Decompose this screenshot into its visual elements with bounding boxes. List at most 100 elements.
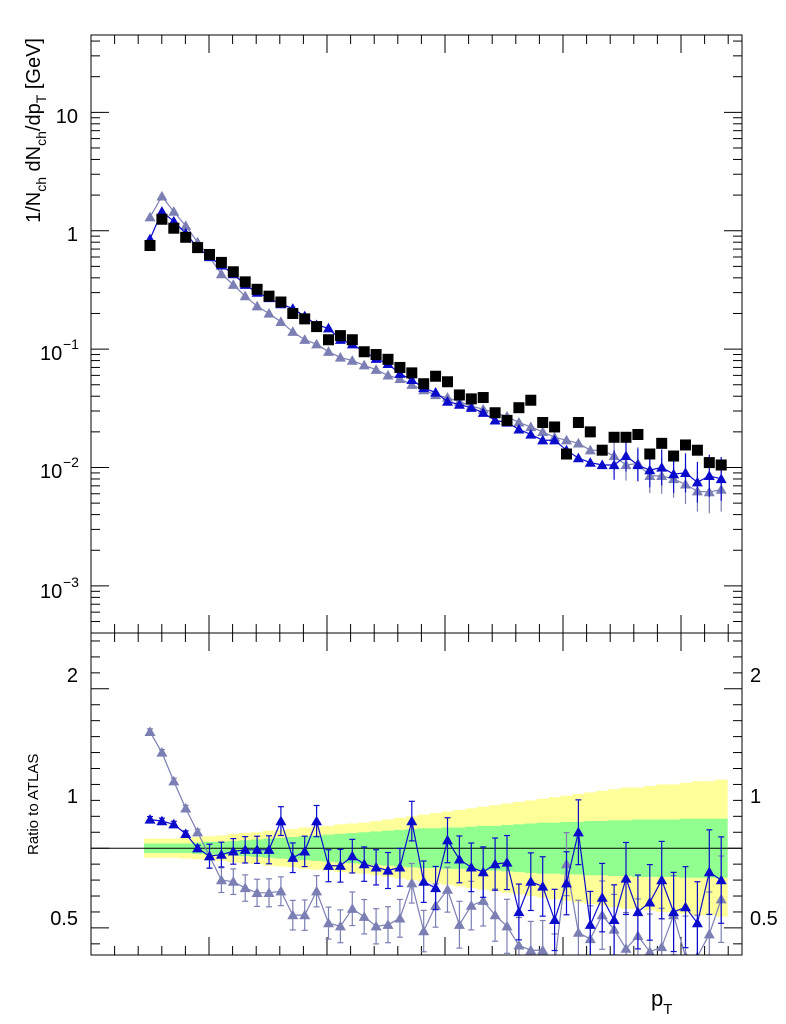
data-point-square bbox=[394, 361, 406, 373]
ylabel-sub-ch-2: ch bbox=[33, 131, 49, 146]
data-point-triangle bbox=[180, 220, 192, 230]
ratio-data-point bbox=[358, 858, 370, 869]
data-point-triangle bbox=[382, 369, 394, 380]
main-panel: 10 1 10 −1 10 −2 10 −3 1/Nch dNch/dpT [G… bbox=[23, 34, 743, 634]
ratio-ytick-left-2: 2 bbox=[67, 665, 78, 687]
data-point-square bbox=[703, 457, 715, 469]
main-plot-area bbox=[144, 190, 727, 514]
data-point-triangle bbox=[703, 470, 715, 480]
ylabel-part-a: 1/N bbox=[23, 192, 45, 223]
data-point-triangle bbox=[644, 464, 656, 475]
data-point-square bbox=[537, 416, 549, 428]
ytick-label-1e-1: 10 −1 bbox=[40, 336, 79, 365]
data-point-triangle bbox=[156, 206, 168, 216]
ratio-data-point bbox=[370, 920, 382, 931]
data-point-square bbox=[239, 276, 251, 288]
ratio-data-point bbox=[703, 866, 715, 877]
data-point-triangle bbox=[215, 268, 227, 279]
ytick-label-1e-3-exp: −3 bbox=[63, 574, 79, 590]
ratio-data-point bbox=[608, 914, 620, 925]
data-point-square bbox=[358, 346, 370, 358]
data-point-triangle bbox=[430, 387, 442, 397]
data-point-triangle bbox=[632, 459, 644, 470]
main-y-axis-label: 1/Nch dNch/dpT [GeV] bbox=[23, 38, 49, 223]
ratio-data-point bbox=[465, 900, 477, 910]
data-point-square bbox=[275, 296, 287, 308]
data-point-square bbox=[215, 256, 227, 268]
ytick-label-1e-2: 10 −2 bbox=[40, 454, 79, 483]
data-point-triangle bbox=[513, 423, 525, 434]
ratio-data-point bbox=[370, 861, 382, 872]
data-point-square bbox=[680, 439, 691, 451]
ratio-data-point bbox=[251, 887, 263, 897]
ratio-data-point bbox=[561, 877, 572, 888]
ratio-data-point bbox=[406, 877, 418, 888]
x-axis-label: pT bbox=[651, 986, 672, 1018]
ratio-data-point bbox=[572, 927, 584, 937]
data-point-square bbox=[168, 222, 180, 234]
ratio-data-point bbox=[489, 858, 501, 869]
data-point-square bbox=[156, 213, 168, 225]
ratio-data-point bbox=[287, 909, 299, 920]
data-point-triangle bbox=[358, 359, 370, 370]
data-point-triangle bbox=[513, 416, 525, 427]
ratio-data-point bbox=[525, 944, 537, 955]
data-point-square bbox=[453, 389, 465, 401]
ratio-data-point bbox=[406, 815, 418, 826]
ratio-data-point bbox=[215, 849, 227, 859]
data-point-square bbox=[418, 378, 430, 390]
ratio-data-point bbox=[275, 815, 287, 826]
data-point-triangle bbox=[156, 190, 168, 201]
data-point-triangle bbox=[394, 368, 406, 378]
ratio-data-point bbox=[263, 887, 275, 897]
ratio-data-point bbox=[513, 939, 525, 950]
data-point-triangle bbox=[691, 476, 703, 487]
ratio-data-point bbox=[477, 895, 489, 905]
data-point-triangle bbox=[561, 434, 572, 445]
ylabel-part-c: dN bbox=[23, 146, 45, 177]
ratio-data-point bbox=[311, 885, 323, 896]
data-point-square bbox=[715, 459, 727, 471]
data-point-triangle bbox=[323, 346, 334, 356]
data-point-square bbox=[263, 290, 275, 302]
data-point-triangle bbox=[275, 316, 287, 326]
ratio-data-point bbox=[168, 775, 180, 786]
ratio-data-point bbox=[263, 844, 275, 854]
ratio-data-point bbox=[418, 876, 430, 886]
data-point-triangle bbox=[251, 300, 263, 311]
ratio-data-point bbox=[394, 861, 406, 872]
ratio-frame bbox=[90, 632, 743, 956]
data-point-square bbox=[691, 444, 703, 456]
ratio-data-point bbox=[453, 853, 465, 864]
ytick-label-1e-1-base: 10 bbox=[40, 343, 62, 365]
data-point-square bbox=[525, 394, 537, 406]
ratio-data-point bbox=[489, 909, 501, 920]
ratio-data-point bbox=[501, 920, 513, 931]
data-point-square bbox=[513, 402, 525, 414]
data-point-triangle bbox=[334, 351, 346, 362]
ratio-data-point bbox=[549, 914, 561, 925]
data-point-triangle bbox=[144, 211, 156, 222]
ratio-data-point bbox=[442, 834, 453, 845]
ratio-data-point bbox=[275, 885, 287, 896]
ratio-data-point bbox=[525, 876, 537, 886]
data-point-square bbox=[192, 242, 204, 254]
ratio-data-point bbox=[572, 826, 584, 837]
data-point-square bbox=[501, 414, 513, 426]
ratio-data-point bbox=[204, 850, 215, 861]
ratio-data-point bbox=[323, 860, 334, 870]
data-point-square bbox=[561, 448, 572, 460]
data-point-square bbox=[251, 283, 263, 295]
data-point-triangle bbox=[620, 450, 632, 461]
ratio-data-point bbox=[683, 951, 688, 955]
data-point-triangle bbox=[572, 452, 584, 463]
data-point-triangle bbox=[584, 444, 596, 455]
ratio-data-point bbox=[620, 943, 632, 953]
ratio-data-point bbox=[299, 845, 311, 856]
data-point-triangle bbox=[656, 461, 668, 472]
data-point-triangle bbox=[394, 373, 406, 384]
ratio-data-point bbox=[703, 928, 715, 939]
series-line bbox=[149, 195, 722, 493]
ylabel-sub-t: T bbox=[33, 94, 49, 103]
data-point-square bbox=[620, 431, 632, 443]
